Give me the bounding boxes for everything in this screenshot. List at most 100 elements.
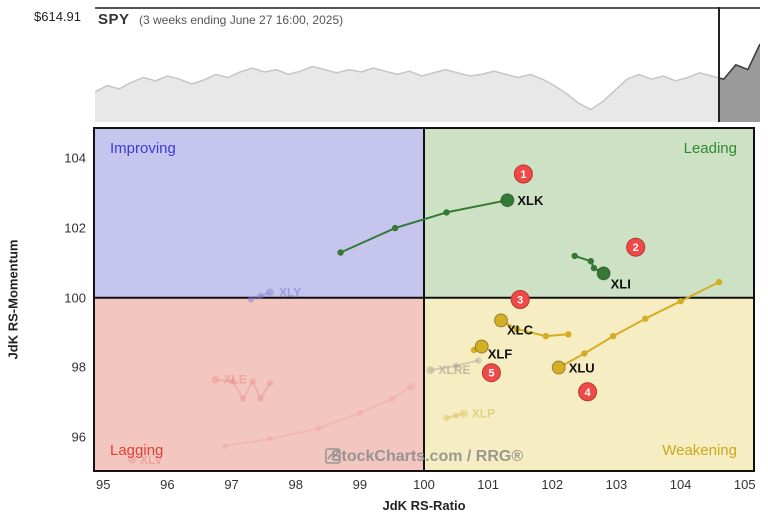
trail-dot-XLC <box>565 331 572 338</box>
trail-dot-XLY <box>257 292 264 300</box>
trail-unlabeled <box>224 385 412 447</box>
trail-dot-XLU <box>610 332 617 340</box>
trail-dot-XLE <box>239 395 247 402</box>
quadrant-leading <box>424 127 755 298</box>
trail-dot-unlabeled <box>221 442 229 450</box>
highlight-start-line <box>718 7 720 122</box>
trail-XLK <box>340 199 508 254</box>
trail-dot-XLI <box>571 252 578 260</box>
head-XLC[interactable] <box>494 313 508 328</box>
spark-area <box>95 44 760 122</box>
x-tick-103: 103 <box>605 477 628 492</box>
x-tick-96: 96 <box>160 477 175 492</box>
trail-dot-XLU <box>715 278 723 286</box>
trail-dot-XLE <box>257 395 264 402</box>
rank-badge-5 <box>481 363 501 383</box>
quadrant-label-weakening: Weakening <box>662 442 737 459</box>
y-axis-title-text: JdK RS-Momentum <box>5 239 21 360</box>
head-XLP <box>459 409 468 418</box>
rank-badge-number-2: 2 <box>633 242 639 254</box>
rrg-plot: XLK XLI XLC XLU XLF XLY XLRE XLP XLE XLV 1 2 3 4 5 Imp… <box>93 127 755 472</box>
x-tick-101: 101 <box>477 477 499 492</box>
rank-badge-3 <box>510 290 530 309</box>
trail-dot-XLU <box>581 350 588 357</box>
quadrant-label-lagging: Lagging <box>110 442 164 459</box>
quadrant-improving <box>93 127 424 298</box>
rrg-canvas[interactable]: XLK XLI XLC XLU XLF XLY XLRE XLP XLE XLV 1 2 3 4 5 <box>93 127 755 472</box>
quadrant-lagging <box>93 297 424 472</box>
trail-dot-XLK <box>337 249 344 256</box>
trail-XLC <box>500 319 569 338</box>
label-XLE: XLE <box>224 373 247 387</box>
label-XLI: XLI <box>611 276 631 291</box>
plot-border <box>93 127 755 472</box>
trail-dot-XLC <box>542 332 550 340</box>
trail-dot-unlabeled <box>356 409 364 416</box>
label-XLRE: XLRE <box>438 363 470 377</box>
x-tick-102: 102 <box>541 477 564 492</box>
x-tick-97: 97 <box>224 477 239 492</box>
trail-dot-XLK <box>443 209 450 216</box>
head-unlabeled <box>407 382 416 391</box>
rank-badge-1 <box>513 164 533 184</box>
trail-dot-XLY <box>247 296 254 303</box>
head-XLK[interactable] <box>500 193 515 208</box>
label-XLV: XLV <box>140 453 162 467</box>
trail-dot-XLK <box>391 224 399 232</box>
trail-dot-XLI <box>590 264 598 272</box>
rank-badge-number-3: 3 <box>517 295 523 307</box>
trail-dot-unlabeled <box>388 395 396 402</box>
quadrant-label-improving: Improving <box>110 140 176 157</box>
trail-dot-XLU <box>677 298 684 305</box>
trail-XLP <box>446 412 465 419</box>
head-XLRE <box>426 366 435 375</box>
trail-dot-XLE <box>266 379 274 387</box>
trail-XLU <box>558 281 720 369</box>
rank-badge-number-5: 5 <box>488 368 494 380</box>
trail-dot-unlabeled <box>266 435 274 443</box>
label-XLK: XLK <box>517 193 544 208</box>
head-XLY <box>266 288 274 297</box>
trail-dot-unlabeled <box>315 425 322 432</box>
header-divider <box>95 7 760 9</box>
head-XLI[interactable] <box>596 266 611 281</box>
head-XLU[interactable] <box>551 360 566 375</box>
period-label: (3 weeks ending June 27 16:00, 2025) <box>138 13 344 27</box>
head-XLV <box>128 455 137 464</box>
trail-dot-XLI <box>587 258 594 265</box>
trail-dot-XLP <box>452 412 460 419</box>
rank-badge-number-4: 4 <box>585 387 592 399</box>
label-XLC: XLC <box>507 322 534 337</box>
x-tick-95: 95 <box>96 477 111 492</box>
x-tick-98: 98 <box>288 477 303 492</box>
spark-highlight <box>718 43 760 122</box>
y-tick-104: 104 <box>64 150 86 166</box>
rank-badge-number-1: 1 <box>520 169 526 181</box>
price-sparkline <box>95 43 760 122</box>
x-tick-105: 105 <box>733 477 756 492</box>
spark-line <box>95 43 760 111</box>
trail-dot-XLP <box>443 414 450 422</box>
label-XLP: XLP <box>472 407 495 421</box>
label-XLY: XLY <box>279 286 301 300</box>
y-axis-title: JdK RS-Momentum <box>0 127 26 472</box>
trail-dot-XLE <box>229 378 236 385</box>
y-tick-102: 102 <box>64 220 86 236</box>
trail-dot-XLE <box>249 378 256 385</box>
symbol-label: SPY <box>98 11 130 28</box>
y-tick-98: 98 <box>71 359 86 375</box>
price-axis-label: $614.91 <box>34 9 81 24</box>
head-XLE <box>211 375 220 384</box>
rank-badge-4 <box>578 382 598 402</box>
trail-XLY <box>250 291 271 301</box>
x-tick-99: 99 <box>352 477 368 492</box>
label-XLU: XLU <box>569 361 595 376</box>
trail-XLRE <box>430 359 479 372</box>
quadrant-label-leading: Leading <box>683 140 737 157</box>
head-XLF[interactable] <box>474 339 489 354</box>
y-tick-100: 100 <box>64 290 86 306</box>
trail-dot-XLU <box>642 315 649 322</box>
watermark: StockCharts.com / RRG® <box>325 448 523 466</box>
x-tick-100: 100 <box>413 477 435 492</box>
x-axis-title: JdK RS-Ratio <box>382 498 466 513</box>
